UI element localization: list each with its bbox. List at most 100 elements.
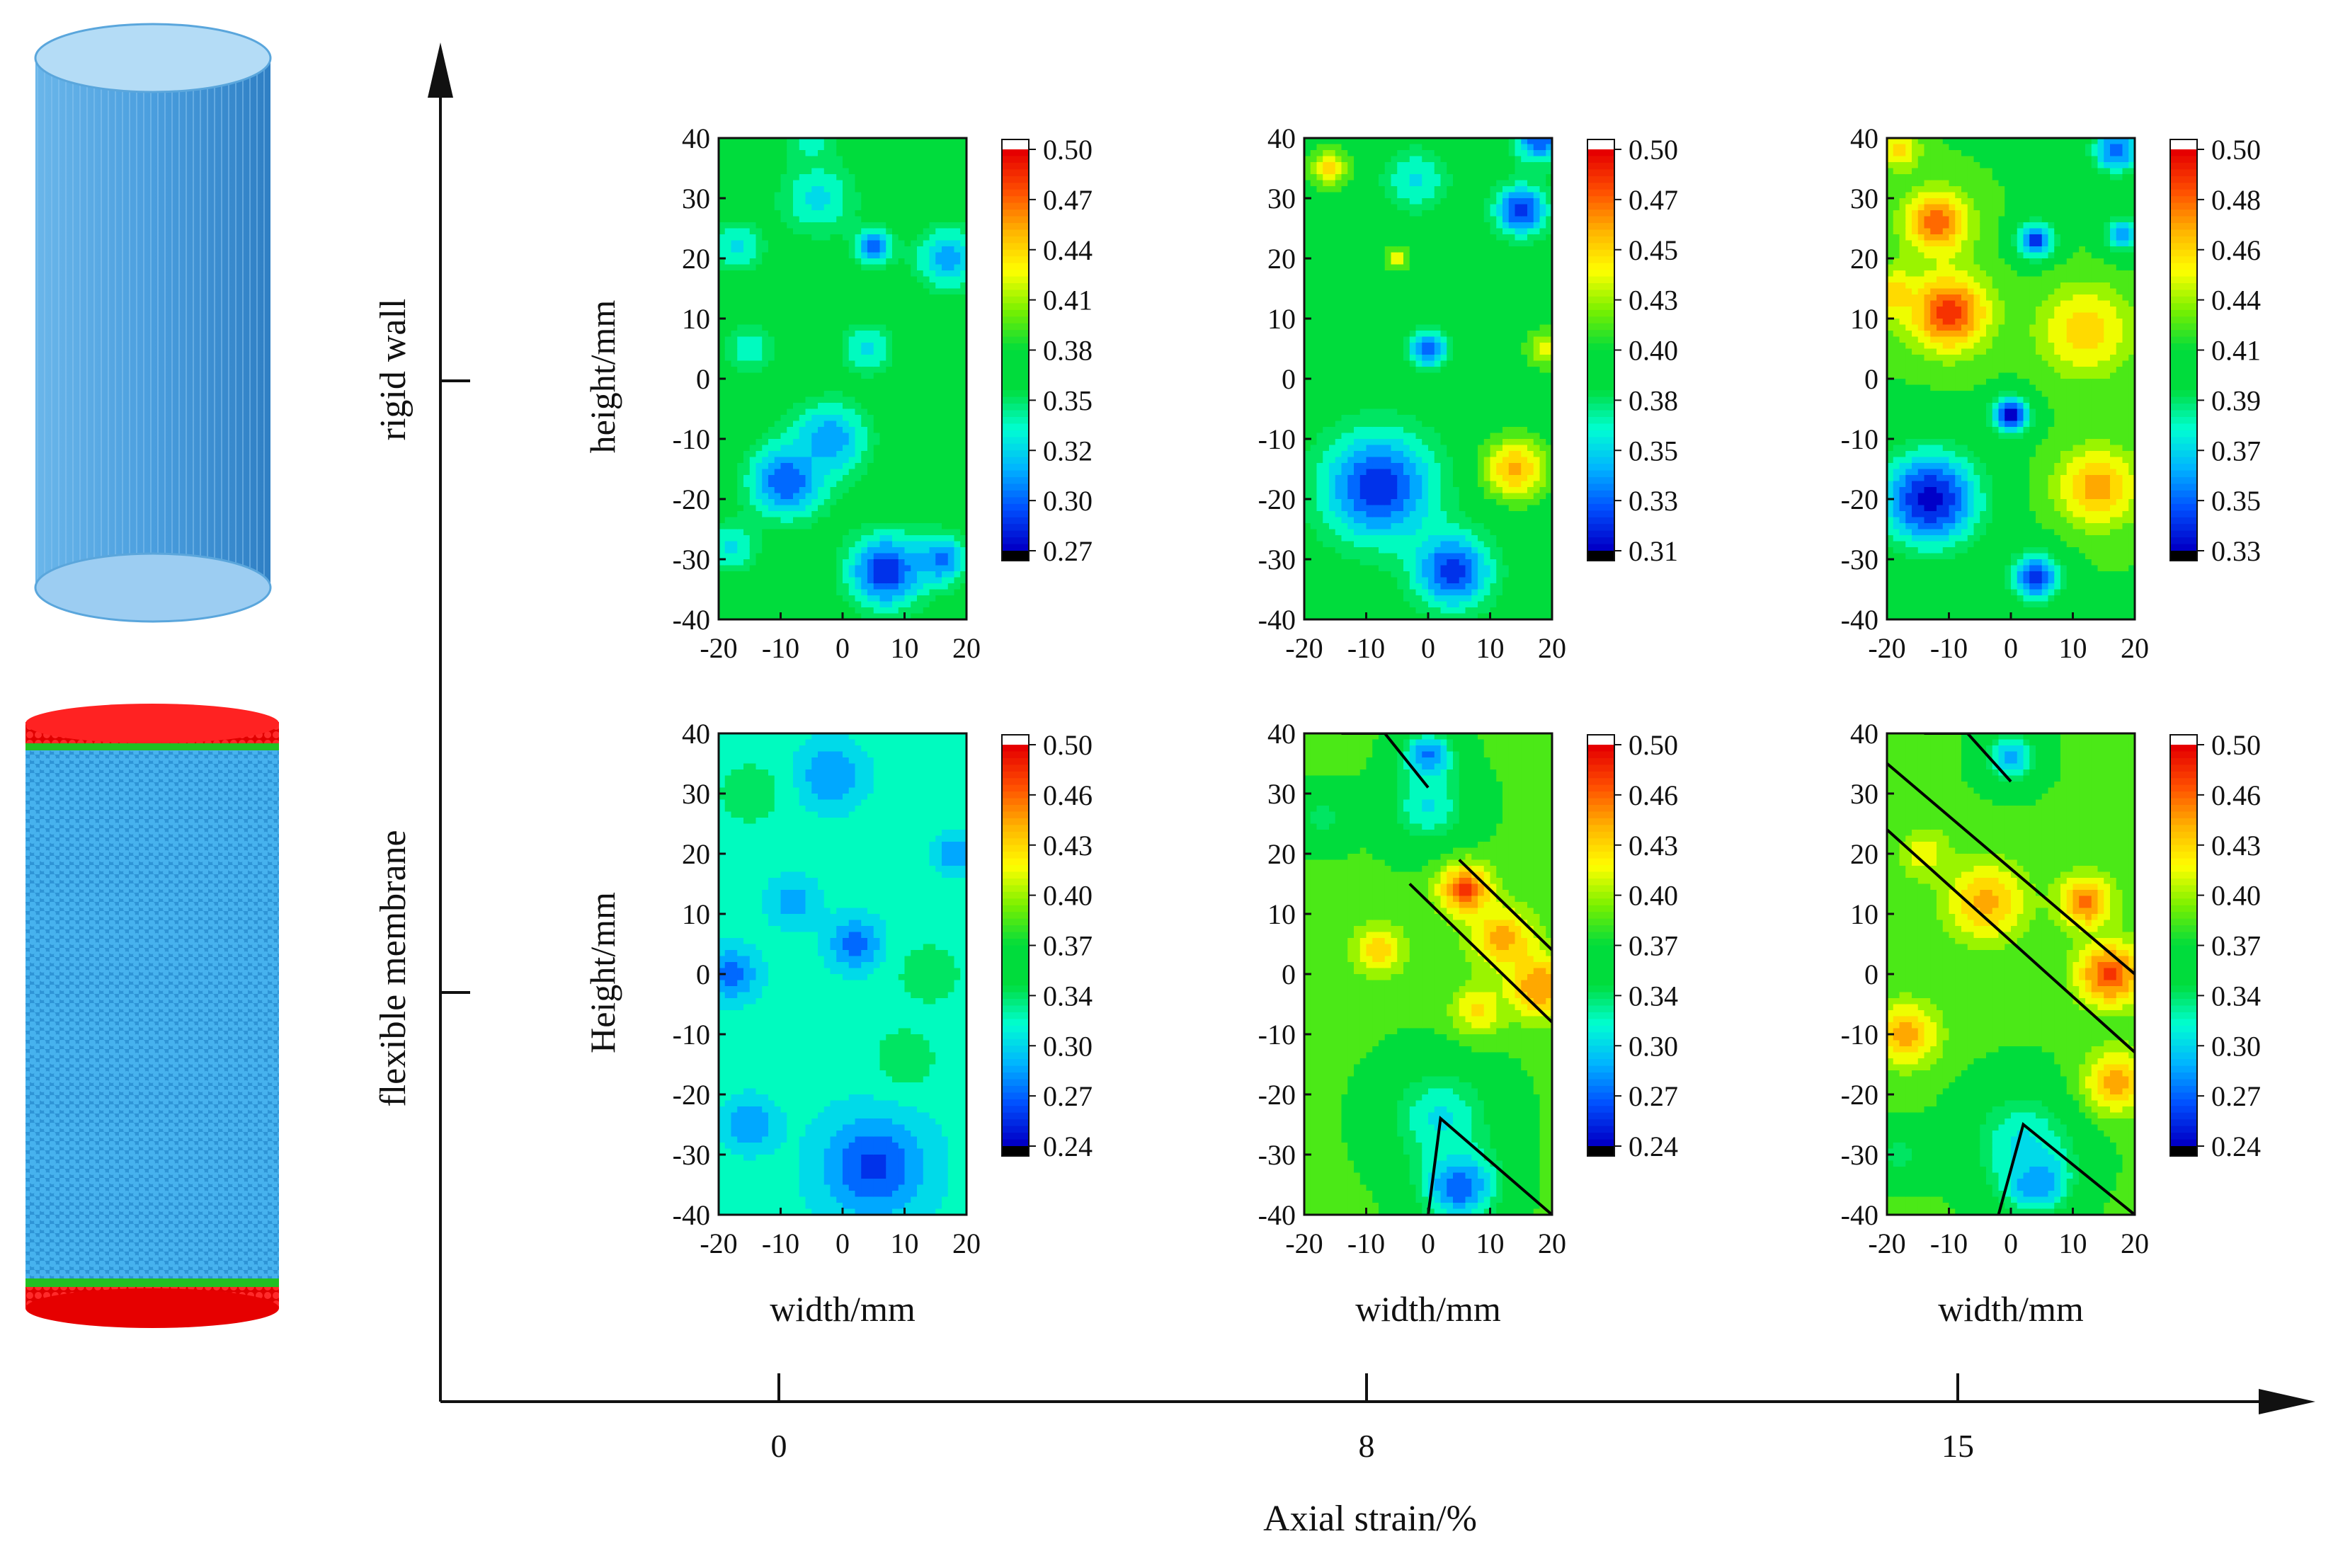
contour-cell [929,529,936,536]
contour-cell [774,264,782,271]
contour-cell [1397,571,1404,578]
contour-cell [917,264,924,271]
contour-cell [873,384,881,391]
contour-cell [1403,481,1410,488]
contour-cell [811,150,819,157]
contour-cell [1329,481,1336,488]
contour-cell [818,138,825,145]
contour-cell [954,174,961,181]
contour-cell [898,457,906,464]
contour-cell [731,565,738,572]
contour-cell [780,307,787,314]
contour-cell [923,360,930,367]
contour-cell [787,571,794,578]
contour-cell [1409,300,1417,307]
contour-cell [793,372,800,379]
contour-cell [1341,601,1348,608]
contour-cell [787,312,794,319]
contour-cell [1428,319,1435,326]
contour-cell [1372,240,1379,247]
colorbar-segment [1002,370,1029,378]
contour-cell [1366,264,1373,271]
contour-cell [1310,343,1318,350]
contour-cell [762,372,769,379]
contour-cell [793,228,800,235]
contour-cell [843,336,850,343]
contour-cell [768,360,775,367]
contour-cell [1391,204,1398,211]
contour-cell [1379,565,1386,572]
contour-cell [749,324,757,331]
contour-cell [1316,445,1323,452]
contour-cell [749,451,757,458]
contour-cell [830,595,837,602]
contour-cell [755,307,763,314]
contour-cell [1341,372,1348,379]
contour-cell [811,547,819,554]
contour-cell [1304,403,1311,410]
contour-cell [818,355,825,362]
contour-cell [830,360,837,367]
contour-cell [873,174,881,181]
contour-cell [1341,571,1348,578]
contour-cell [1384,276,1392,283]
contour-cell [818,499,825,506]
contour-cell [818,367,825,374]
contour-cell [780,535,787,542]
contour-cell [1403,312,1410,319]
contour-cell [774,162,782,169]
contour-cell [1397,601,1404,608]
contour-cell [818,445,825,452]
contour-cell [1372,403,1379,410]
contour-cell [1409,343,1417,350]
contour-cell [1379,307,1386,314]
contour-cell [749,319,757,326]
contour-cell [892,300,899,307]
contour-cell [1359,222,1367,229]
contour-cell [873,457,881,464]
contour-cell [1397,270,1404,277]
contour-cell [848,204,856,211]
contour-cell [823,138,831,145]
contour-cell [1359,420,1367,428]
contour-cell [1422,336,1429,343]
contour-cell [873,408,881,416]
contour-cell [1354,367,1361,374]
contour-cell [830,493,837,500]
contour-cell [935,144,942,151]
contour-cell [1341,451,1348,458]
contour-cell [755,300,763,307]
contour-cell [799,144,806,151]
contour-cell [755,174,763,181]
contour-cell [1391,577,1398,584]
contour-cell [886,150,893,157]
contour-cell [960,469,966,476]
contour-cell [886,336,893,343]
contour-cell [904,324,911,331]
contour-cell [942,565,949,572]
contour-cell [892,252,899,259]
contour-cell [861,174,868,181]
contour-cell [836,505,843,512]
contour-cell [1379,144,1386,151]
contour-cell [830,613,837,619]
contour-cell [1347,517,1355,524]
contour-cell [1415,511,1422,518]
contour-cell [911,324,918,331]
contour-cell [774,601,782,608]
contour-cell [1347,535,1355,542]
contour-cell [1391,348,1398,355]
contour-cell [1422,427,1429,434]
contour-cell [1391,595,1398,602]
contour-cell [818,396,825,404]
contour-cell [1341,234,1348,241]
contour-cell [892,228,899,235]
contour-cell [787,420,794,428]
contour-cell [1366,144,1373,151]
contour-cell [1329,535,1336,542]
contour-cell [942,144,949,151]
contour-cell [855,493,862,500]
contour-cell [1372,234,1379,241]
contour-cell [935,403,942,410]
contour-cell [1347,595,1355,602]
